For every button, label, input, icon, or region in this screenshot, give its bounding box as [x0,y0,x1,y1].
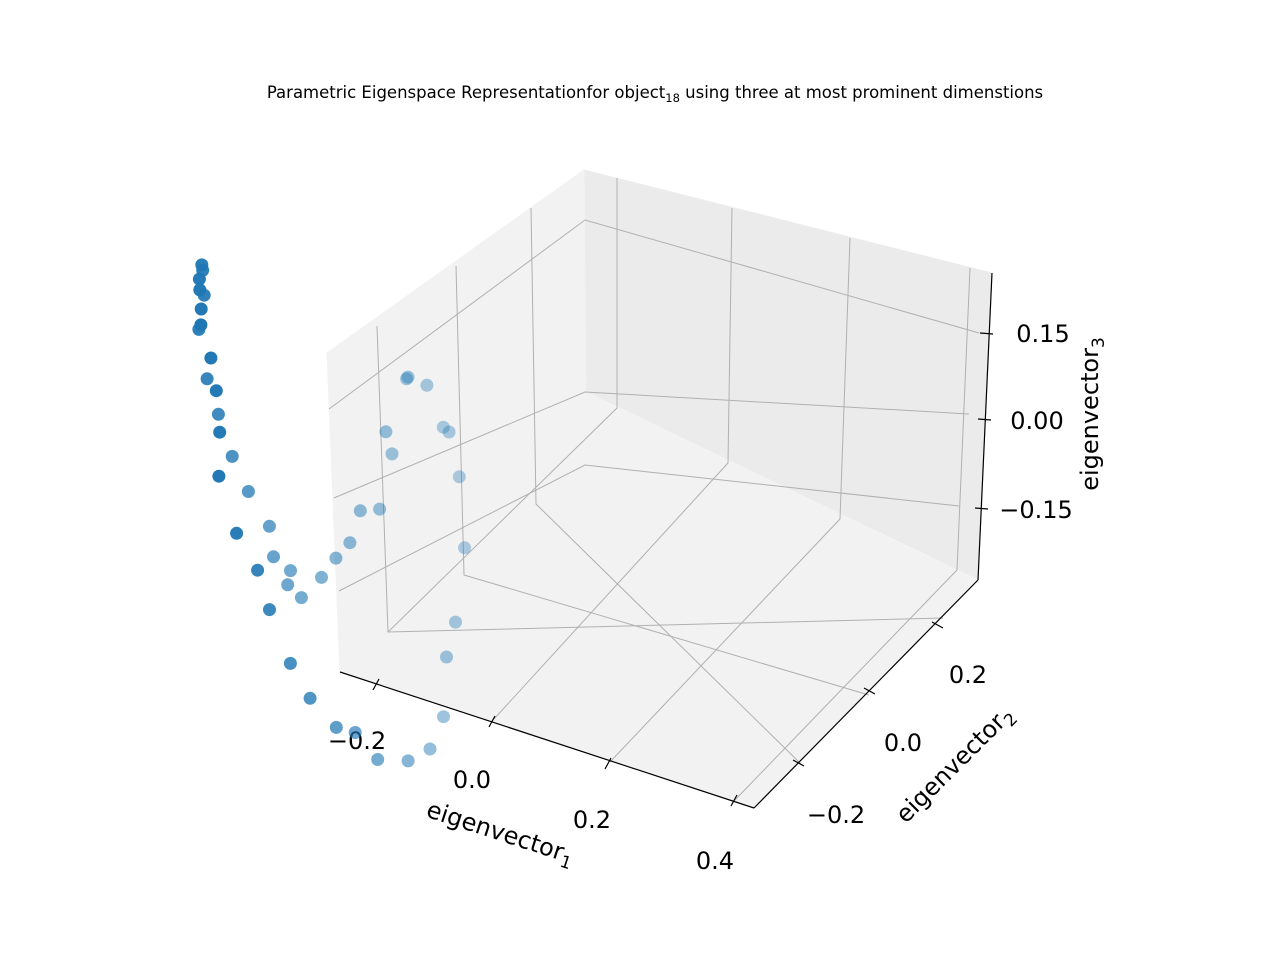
y-tick-mark [792,759,805,767]
data-point [449,615,462,629]
x-tick-mark [604,757,612,770]
data-point [267,550,280,564]
z-gridline [333,391,970,499]
data-point [262,519,276,533]
z-tick-label: −0.15 [999,496,1073,524]
data-point [371,753,385,766]
gridlines [328,178,980,802]
y-axis-label-main: eigenvector [890,708,1011,829]
data-point [436,420,450,434]
data-point [458,541,472,555]
z-axis-label-subscript: 3 [1089,337,1109,348]
data-point [195,258,209,272]
data-point [329,720,343,734]
chart-title-main: Parametric Eigenspace Representationfor … [267,83,666,102]
data-point [241,485,255,498]
z-gridline [328,219,980,410]
data-point [281,578,295,592]
y-tick-label: −0.2 [807,801,865,829]
data-point [440,650,453,664]
z-axis-line [977,272,993,581]
x-tick-mark [372,678,380,691]
x-tick-mark [488,715,496,728]
x-tick-label: 0.4 [696,847,734,875]
chart-title-subscript: 18 [665,91,680,105]
z-tick-mark [977,418,992,421]
z-tick-mark [974,507,989,510]
data-point [251,563,265,577]
data-point [294,591,308,605]
tick-labels: −0.2 0.0 0.2 0.4 −0.2 0.0 0.2 −0.15 0.00… [328,320,1073,875]
x-axis-line [339,671,755,809]
y-gridline [376,325,944,633]
data-point [212,469,226,483]
z-axis-label: eigenvector3 [1076,337,1109,491]
data-point [329,551,343,565]
x-tick-label: 0.2 [573,806,611,834]
x-gridline [609,237,851,763]
x-axis-label: eigenvector1 [422,795,578,874]
x-gridline [387,178,618,633]
data-point [204,351,218,365]
y-tick-label: 0.0 [884,729,922,757]
data-point [353,504,367,518]
data-point [437,710,450,724]
z-gridline [338,464,960,592]
x-axis-label-main: eigenvector [423,795,568,866]
x-tick-label: 0.0 [453,766,491,794]
y-axis-label: eigenvector2 [890,700,1022,832]
data-point [315,570,328,584]
data-point [373,502,387,516]
y-tick-mark [931,621,944,629]
data-point [211,407,225,421]
data-point [420,378,434,392]
data-point [230,526,244,540]
y-tick-label: 0.2 [949,661,987,689]
axis-lines [339,272,993,809]
z-tick-mark [979,332,994,335]
chart-title: Parametric Eigenspace Representationfor … [267,83,1043,105]
data-point [194,318,208,332]
y-gridline [455,265,870,696]
data-point [442,425,456,439]
data-point [303,691,317,705]
y-tick-mark [863,687,876,695]
data-point [192,272,206,286]
data-point [348,726,362,739]
axis-panes [326,169,993,809]
data-point [284,564,297,578]
data-point [200,372,214,386]
tick-marks [372,332,994,807]
data-point [209,384,223,398]
data-point [283,656,297,670]
data-point [225,449,239,463]
x-tick-mark [730,794,738,807]
z-axis-label-main: eigenvector [1076,348,1104,491]
data-point [401,370,415,384]
y-gridline [530,207,802,765]
data-point [213,425,227,439]
z-tick-label: 0.00 [1010,407,1063,435]
chart-title-rest: using three at most prominent dimenstion… [680,83,1043,102]
data-point [263,603,276,617]
data-point [452,470,466,484]
y-axis-line [753,579,979,809]
data-point [423,742,437,756]
data-point [400,372,414,386]
data-point [193,283,207,297]
data-point [401,754,415,768]
x-gridline [733,267,971,802]
data-point [385,447,399,461]
data-point [194,302,208,316]
data-point [343,536,357,550]
x-gridline [493,207,733,720]
z-tick-label: 0.15 [1016,320,1069,348]
scatter-points [192,258,472,768]
data-point [379,425,393,439]
